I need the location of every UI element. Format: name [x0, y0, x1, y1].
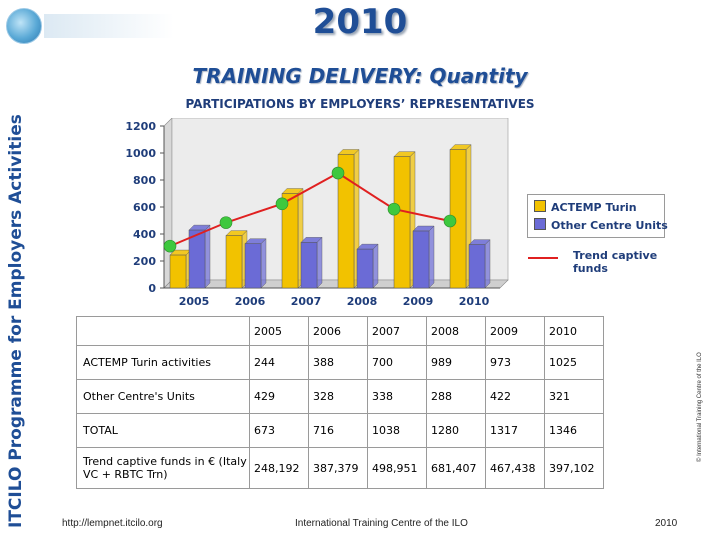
logo-banner: [44, 14, 174, 38]
x-tick-label: 2009: [403, 295, 434, 308]
footer-year: 2010: [655, 518, 678, 529]
table-row: TOTAL 673 716 1038 1280 1317 1346: [76, 413, 604, 448]
table-cell: 244: [249, 345, 309, 380]
bar-actemp: [225, 235, 243, 289]
bar-actemp: [281, 193, 299, 289]
trend-point: [331, 166, 345, 180]
copyright-note: © International Training Centre of the I…: [697, 352, 703, 462]
chart-legend: ACTEMP Turin Other Centre Units: [527, 194, 668, 238]
vertical-programme-title: ITCILO Programme for Employers Activitie…: [6, 114, 26, 528]
trend-line: [169, 171, 451, 248]
bar-side-other-units: [428, 225, 435, 289]
legend-label-actemp: ACTEMP Turin: [551, 201, 637, 214]
itcilo-logo: [6, 8, 42, 44]
table-cell: 388: [308, 345, 368, 380]
legend-label-other-units: Other Centre Units: [551, 219, 668, 232]
trend-point: [163, 239, 177, 253]
table-cell: 467,438: [485, 447, 545, 489]
table-row: ACTEMP Turin activities 244 388 700 989 …: [76, 345, 604, 380]
table-cell: 328: [308, 379, 368, 414]
sidebar: ITCILO Programme for Employers Activitie…: [0, 0, 174, 540]
legend-swatch-other-units: [534, 218, 546, 230]
table-header-cell: 2009: [485, 316, 545, 346]
legend-item-actemp: ACTEMP Turin: [534, 200, 637, 214]
bar-other-units: [244, 243, 262, 289]
y-tick-label: 1000: [125, 147, 156, 160]
footer-url[interactable]: http://lempnet.itcilo.org: [62, 518, 163, 529]
bar-other-units: [356, 248, 374, 289]
bar-other-units: [300, 242, 318, 289]
trend-point: [387, 202, 401, 216]
table-row: Trend captive funds in € (Italy VC + RBT…: [76, 447, 604, 489]
x-tick-label: 2010: [459, 295, 490, 308]
y-tick-label: 600: [133, 201, 156, 214]
table-cell: 321: [544, 379, 604, 414]
trend-point: [275, 197, 289, 211]
table-cell: 1280: [426, 413, 486, 448]
table-cell: 387,379: [308, 447, 368, 489]
footer-centre-name: International Training Centre of the ILO: [295, 518, 468, 529]
bar-actemp: [169, 254, 187, 289]
bar-side-other-units: [372, 243, 379, 289]
table-cell: 1038: [367, 413, 427, 448]
legend-item-other-units: Other Centre Units: [534, 218, 668, 232]
trend-legend-label: Trend captive funds: [573, 249, 658, 275]
table-row-label: ACTEMP Turin activities: [76, 345, 250, 380]
table-cell: 700: [367, 345, 427, 380]
table-cell: 973: [485, 345, 545, 380]
bar-actemp: [337, 154, 355, 289]
trend-legend-line: [528, 257, 558, 259]
table-cell: 989: [426, 345, 486, 380]
y-tick-label: 1200: [125, 120, 156, 133]
chart-subtitle: PARTICIPATIONS BY EMPLOYERS’ REPRESENTAT…: [185, 97, 535, 111]
bar-actemp: [393, 156, 411, 289]
legend-swatch-actemp: [534, 200, 546, 212]
table-cell: 1025: [544, 345, 604, 380]
table-header-cell: 2006: [308, 316, 368, 346]
y-tick-label: 800: [133, 174, 156, 187]
table-cell: 422: [485, 379, 545, 414]
table-cell: 288: [426, 379, 486, 414]
table-cell: 1317: [485, 413, 545, 448]
table-header-cell: 2008: [426, 316, 486, 346]
table-header-cell: 2005: [249, 316, 309, 346]
table-cell: 248,192: [249, 447, 309, 489]
table-row: Other Centre's Units 429 328 338 288 422…: [76, 379, 604, 414]
table-header-row: 2005 2006 2007 2008 2009 2010: [76, 316, 604, 346]
bar-other-units: [188, 229, 206, 289]
y-tick-label: 200: [133, 255, 156, 268]
y-tick-label: 400: [133, 228, 156, 241]
table-cell: 681,407: [426, 447, 486, 489]
participations-chart: 0 200 400 600 800 1000 1200 2005 2006 2007 2008 200…: [125, 118, 509, 308]
trend-point: [219, 216, 233, 229]
data-table: 2005 2006 2007 2008 2009 2010 ACTEMP Tur…: [76, 316, 604, 489]
bar-side-other-units: [204, 224, 211, 289]
x-tick-label: 2006: [235, 295, 266, 308]
table-row-label: Trend captive funds in € (Italy VC + RBT…: [76, 447, 250, 489]
x-tick-label: 2007: [291, 295, 322, 308]
trend-point: [443, 214, 457, 228]
table-cell: 338: [367, 379, 427, 414]
table-header-cell: 2007: [367, 316, 427, 346]
x-tick-label: 2008: [347, 295, 378, 308]
table-cell: 673: [249, 413, 309, 448]
table-cell: 716: [308, 413, 368, 448]
table-header-cell: 2010: [544, 316, 604, 346]
table-cell: 498,951: [367, 447, 427, 489]
bar-other-units: [412, 230, 430, 289]
table-row-label: Other Centre's Units: [76, 379, 250, 414]
y-tick-label: 0: [148, 282, 156, 295]
table-cell: 397,102: [544, 447, 604, 489]
bar-side-other-units: [260, 238, 267, 289]
table-corner: [76, 316, 250, 346]
year-title: 2010: [312, 2, 408, 42]
main-title: TRAINING DELIVERY: Quantity: [192, 64, 528, 88]
x-tick-label: 2005: [179, 295, 210, 308]
bar-side-other-units: [484, 239, 491, 289]
bar-other-units: [468, 244, 486, 289]
table-cell: 429: [249, 379, 309, 414]
bar-side-other-units: [316, 236, 323, 289]
table-cell: 1346: [544, 413, 604, 448]
table-row-label: TOTAL: [76, 413, 250, 448]
